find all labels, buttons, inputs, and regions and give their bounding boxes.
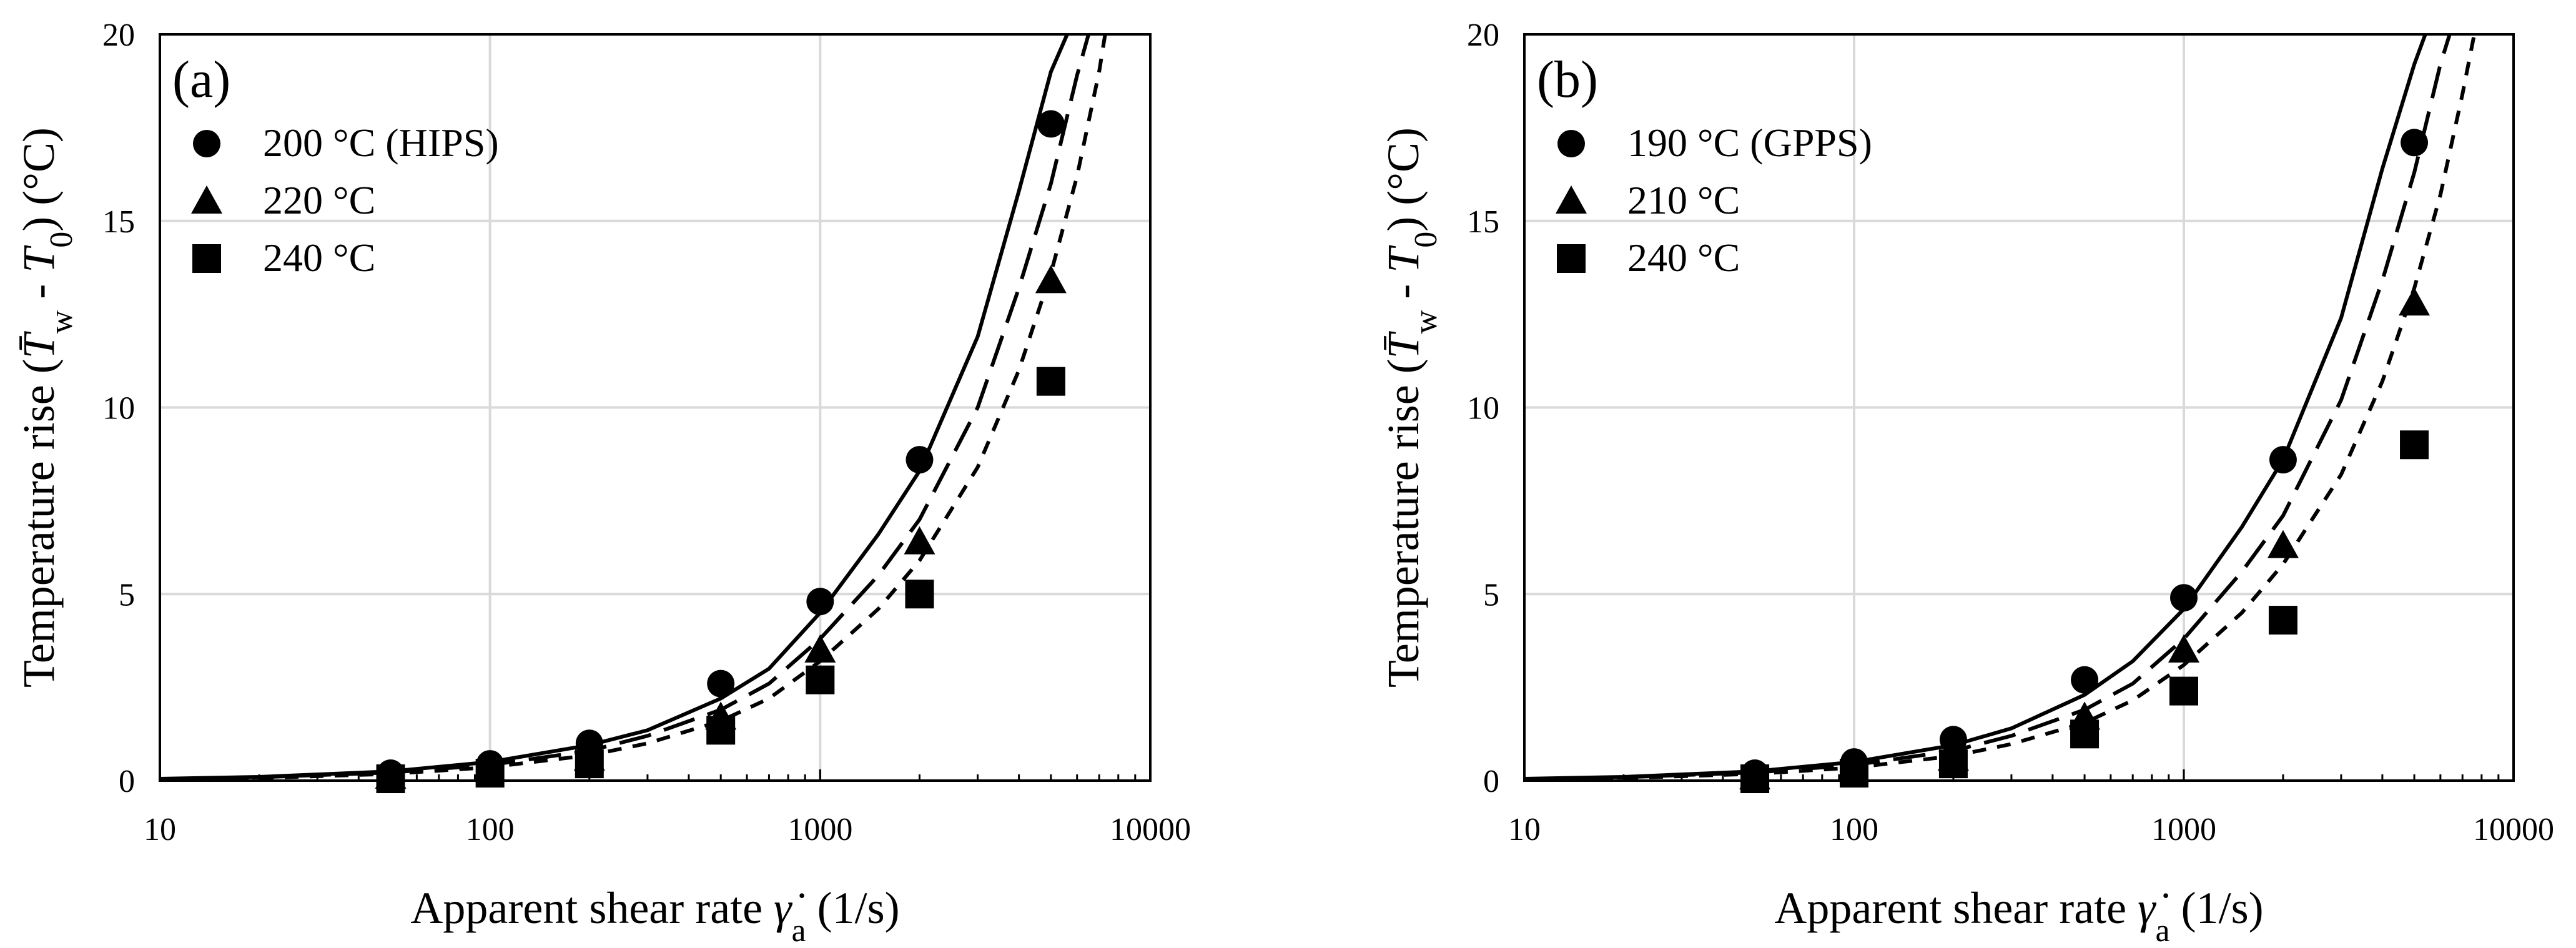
chart-panel-b: 10 100 1000 10000 0 5 10 15 20 Apparent shear rat… [1378,17,2554,948]
y-tick-label: 15 [1467,204,1499,240]
x-tick-label: 100 [1830,812,1878,847]
data-point-circle [2401,129,2429,157]
legend-marker-circle [193,130,220,157]
data-point-circle [806,588,834,616]
series-square [1740,430,2429,794]
y-tick-label: 10 [1467,391,1499,427]
data-point-square [2268,606,2297,635]
legend-marker-square [192,244,221,273]
data-point-square [2169,676,2198,706]
x-tick-label: 10000 [2473,812,2554,847]
x-tick-label: 100 [466,812,515,847]
legend: 190 °C (GPPS) 210 °C 240 °C [1556,121,1872,280]
plot-frame [1523,33,2515,782]
legend-label: 240 °C [263,235,375,280]
series-triangle [375,265,1067,789]
data-point-square [1938,749,1968,779]
data-point-square [1036,367,1065,396]
panel-label: (b) [1537,51,1598,109]
y-tick-label: 5 [1483,577,1499,613]
data-point-triangle [2399,287,2430,316]
legend-marker-triangle [191,185,222,214]
data-point-triangle [2168,634,2199,663]
legend-label: 200 °C (HIPS) [263,121,499,165]
data-point-circle [2269,446,2297,474]
data-point-circle [2071,666,2099,694]
model-curve-long-dash [1524,34,2452,781]
chart-panel-a: 10 100 1000 10000 0 5 10 15 20 Apparent shear rat… [14,17,1191,948]
data-point-circle [2170,584,2198,612]
data-point-circle [1939,726,1967,754]
data-point-square [1740,764,1770,794]
x-axis-title: Apparent shear rate γ̇a (1/s) [410,883,899,948]
data-point-square [706,716,736,745]
data-point-square [575,749,604,779]
legend-label: 240 °C [1627,235,1740,280]
y-tick-label: 10 [102,391,135,427]
y-tick-label: 20 [102,17,135,53]
x-axis-ticks [159,769,1152,781]
y-tick-label: 0 [119,764,135,799]
y-tick-label: 20 [1467,17,1499,53]
data-point-square [376,764,405,794]
y-axis-title: Temperature rise (T̄w - T0) (°C) [1378,127,1444,688]
x-tick-label: 10 [1508,812,1541,847]
y-tick-label: 5 [119,577,135,613]
y-tick-label: 15 [102,204,135,240]
x-tick-label: 10000 [1110,812,1191,847]
plot-frame [159,33,1152,782]
legend-marker-triangle [1556,185,1587,214]
series-triangle [1739,287,2430,790]
data-point-square [2400,430,2429,460]
data-point-square [905,580,934,609]
panel-label: (a) [172,51,230,109]
data-point-triangle [904,526,935,555]
data-point-triangle [804,634,836,663]
x-tick-label: 10 [144,812,176,847]
data-point-circle [906,446,934,474]
data-point-square [475,759,505,788]
data-point-square [806,665,835,694]
x-axis-title: Apparent shear rate γ̇a (1/s) [1774,883,2263,948]
data-point-circle [1037,110,1065,138]
legend-label: 210 °C [1627,178,1740,222]
y-axis-title: Temperature rise (T̄w - T0) (°C) [14,127,79,688]
x-tick-label: 1000 [2151,812,2216,847]
legend: 200 °C (HIPS) 220 °C 240 °C [191,121,499,280]
legend-marker-circle [1557,130,1585,157]
data-point-triangle [1035,265,1067,294]
data-point-square [2070,719,2100,749]
x-tick-label: 1000 [787,812,852,847]
legend-label: 190 °C (GPPS) [1627,121,1872,165]
data-point-triangle [2267,530,2299,558]
model-curve-solid [1524,34,2427,781]
y-tick-label: 0 [1483,764,1499,799]
series-circle [1741,129,2429,788]
data-point-square [1840,759,1868,788]
model-curve-short-dash [1524,34,2477,781]
model-curve-solid [160,34,1069,781]
series-circle [377,110,1065,788]
model-curves [1524,34,2477,781]
legend-label: 220 °C [263,178,375,222]
series-square [376,367,1065,794]
legend-marker-square [1557,244,1586,273]
data-point-circle [707,669,735,698]
